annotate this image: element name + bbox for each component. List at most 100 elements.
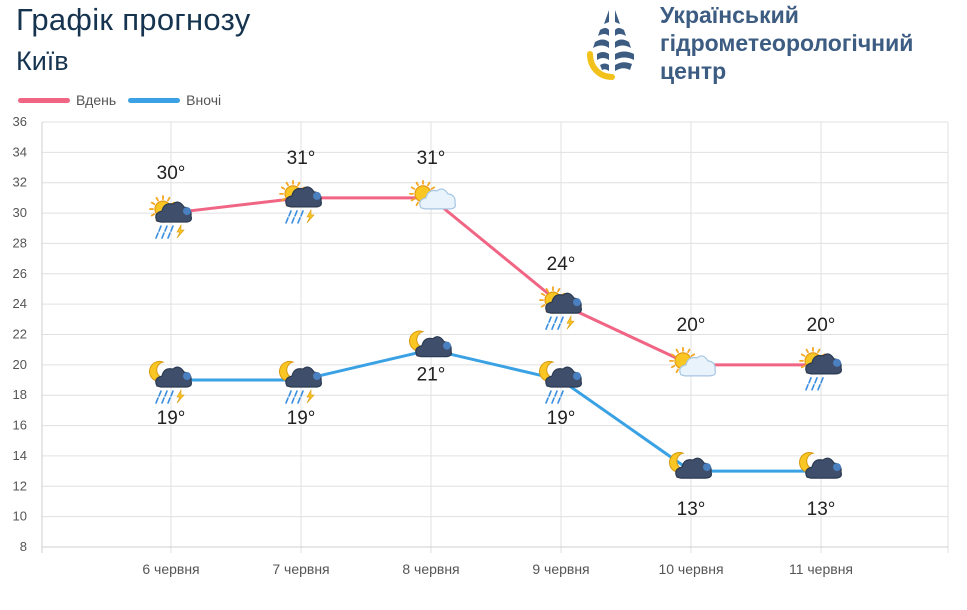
temperature-label: 21°	[417, 365, 446, 386]
sun-ray	[690, 353, 696, 357]
cloud-puff	[183, 207, 191, 216]
lightning-bolt	[176, 223, 185, 239]
x-tick-label: 11 червня	[789, 561, 853, 577]
moon-cloud-icon	[799, 452, 842, 479]
y-tick-label: 28	[13, 235, 27, 250]
sun-cloud-icon	[409, 179, 456, 210]
rain-drop	[814, 377, 818, 384]
sun-ray	[800, 364, 806, 369]
sun-ray	[415, 201, 419, 207]
rain-drop	[560, 316, 564, 323]
rain-drop	[297, 397, 301, 404]
rain-drop	[285, 217, 289, 224]
rain-drop	[297, 217, 301, 224]
sun-ray	[427, 181, 431, 187]
dark-cloud	[545, 366, 582, 388]
city-name: Київ	[16, 46, 69, 76]
rain-drop	[285, 397, 289, 404]
temperature-label: 13°	[677, 499, 706, 520]
cloud-puff	[833, 463, 841, 472]
moon-cloud-icon	[669, 452, 712, 479]
lightning-bolt	[306, 208, 315, 224]
rain-drop	[155, 397, 159, 404]
temperature-label: 31°	[287, 148, 316, 169]
legend-label-night: Вночі	[186, 92, 222, 108]
rain-drop	[164, 390, 168, 397]
legend-item-day[interactable]: Вдень	[18, 92, 116, 108]
rain-drop	[808, 377, 812, 384]
temperature-label: 13°	[807, 499, 836, 520]
dark-cloud	[155, 201, 192, 223]
moon-cloud-icon	[409, 330, 452, 358]
sun-ray	[285, 181, 289, 187]
dark-cloud	[675, 457, 712, 479]
cloud-puff	[703, 463, 711, 472]
rain-drop	[161, 232, 165, 239]
rain-drop	[170, 225, 174, 232]
rain-drop	[288, 210, 292, 217]
logo-line-3: центр	[660, 58, 727, 84]
x-tick-label: 7 червня	[272, 561, 329, 577]
sun-ray	[280, 186, 286, 190]
rain-drop	[805, 384, 809, 391]
temperature-label: 19°	[157, 408, 186, 429]
dark-cloud	[805, 457, 842, 479]
legend-label-day: Вдень	[76, 92, 117, 108]
rain-drop	[161, 397, 165, 404]
sun-ray	[687, 348, 691, 354]
temperature-label: 20°	[807, 315, 836, 336]
moon-thunderstorm-rain-icon	[149, 360, 192, 404]
temperature-label: 24°	[547, 254, 576, 275]
temperature-label: 19°	[547, 408, 576, 429]
logo-line-1: Український	[660, 2, 799, 28]
rain-drop	[545, 397, 549, 404]
ugmc-logo: Український гідрометеорологічний центр	[580, 2, 960, 84]
dark-cloud	[545, 292, 582, 314]
y-tick-label: 10	[13, 509, 27, 524]
rain-drop	[167, 232, 171, 239]
rain-drop	[551, 397, 555, 404]
drop-logo-icon	[586, 4, 638, 80]
y-tick-label: 26	[13, 266, 27, 281]
temperature-label: 19°	[287, 408, 316, 429]
rain-drop	[820, 377, 824, 384]
page-title: Графік прогнозу	[16, 2, 251, 37]
x-tick-label: 9 червня	[532, 561, 589, 577]
rain-drop	[554, 316, 558, 323]
sun-ray	[817, 348, 821, 354]
rain-drop	[811, 384, 815, 391]
sun-ray	[670, 353, 676, 357]
cloud-puff	[833, 358, 841, 367]
y-tick-label: 22	[13, 327, 27, 342]
sun-ray	[297, 181, 301, 187]
y-tick-label: 14	[13, 448, 27, 463]
rain-drop	[300, 390, 304, 397]
sun-ray	[167, 196, 171, 202]
sun-ray	[675, 368, 679, 374]
series-line-day	[170, 196, 821, 367]
temperature-label: 30°	[157, 163, 186, 184]
cloud-puff	[313, 191, 321, 200]
sun-cloud-rain-icon	[799, 346, 842, 391]
cloud-puff	[573, 372, 581, 381]
moon-thunderstorm-rain-icon	[279, 360, 322, 404]
rain-drop	[557, 323, 561, 330]
rain-drop	[548, 316, 552, 323]
dark-cloud	[415, 336, 452, 358]
y-tick-label: 18	[13, 387, 27, 402]
sun-ray	[430, 186, 436, 190]
rain-drop	[291, 397, 295, 404]
dark-cloud	[285, 366, 322, 388]
rain-drop	[294, 210, 298, 217]
rain-drop	[817, 384, 821, 391]
sun-ray	[410, 197, 416, 202]
legend-swatch-night	[128, 97, 181, 103]
rain-drop	[155, 232, 159, 239]
sun-thunderstorm-rain-icon	[539, 286, 582, 330]
rain-drop	[560, 390, 564, 397]
sun-ray	[280, 197, 286, 202]
sun-thunderstorm-rain-icon	[149, 195, 192, 239]
legend-item-night[interactable]: Вночі	[128, 92, 221, 108]
y-tick-label: 16	[13, 418, 27, 433]
